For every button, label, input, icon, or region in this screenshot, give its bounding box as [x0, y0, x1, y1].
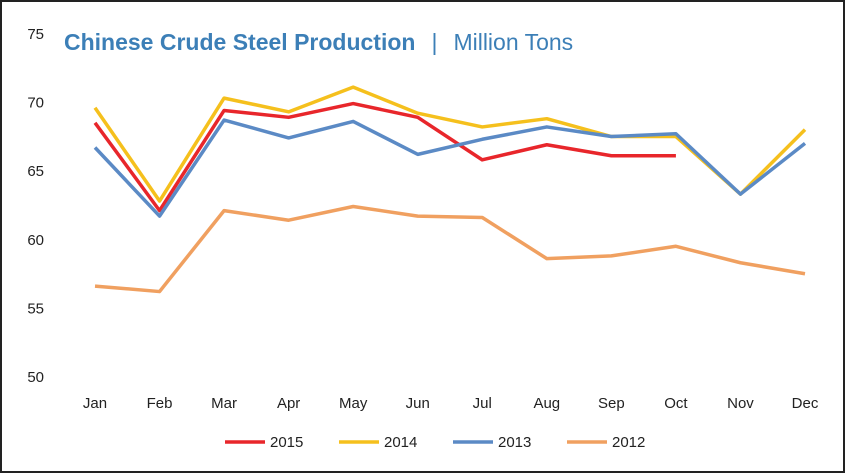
legend-label: 2012 [612, 434, 645, 451]
chart-subtitle: Million Tons [453, 29, 573, 55]
x-tick-label: Aug [533, 395, 560, 412]
series-line [93, 101, 676, 213]
legend-label: 2013 [498, 434, 531, 451]
x-tick-label: May [339, 395, 368, 412]
y-tick-label: 50 [27, 369, 44, 386]
x-tick-label: Dec [792, 395, 819, 412]
y-tick-label: 65 [27, 163, 44, 180]
x-tick-label: Feb [147, 395, 173, 412]
x-tick-label: Jan [83, 395, 107, 412]
y-tick-label: 75 [27, 26, 44, 43]
legend-label: 2015 [270, 434, 303, 451]
x-tick-label: Sep [598, 395, 625, 412]
x-tick-label: Nov [727, 395, 754, 412]
x-tick-label: Mar [211, 395, 237, 412]
chart-title: Chinese Crude Steel Production [64, 29, 415, 55]
series-line [93, 118, 807, 218]
series-line [94, 204, 806, 294]
y-tick-label: 70 [27, 95, 44, 112]
x-tick-label: Oct [664, 395, 688, 412]
x-tick-label: Jun [406, 395, 430, 412]
title-separator: | [431, 29, 437, 55]
x-tick-label: Apr [277, 395, 300, 412]
x-tick-label: Jul [473, 395, 492, 412]
chart-title-group: Chinese Crude Steel Production | Million T… [64, 29, 573, 55]
y-tick-label: 55 [27, 300, 44, 317]
legend-label: 2014 [384, 434, 417, 451]
y-tick-label: 60 [27, 232, 44, 249]
